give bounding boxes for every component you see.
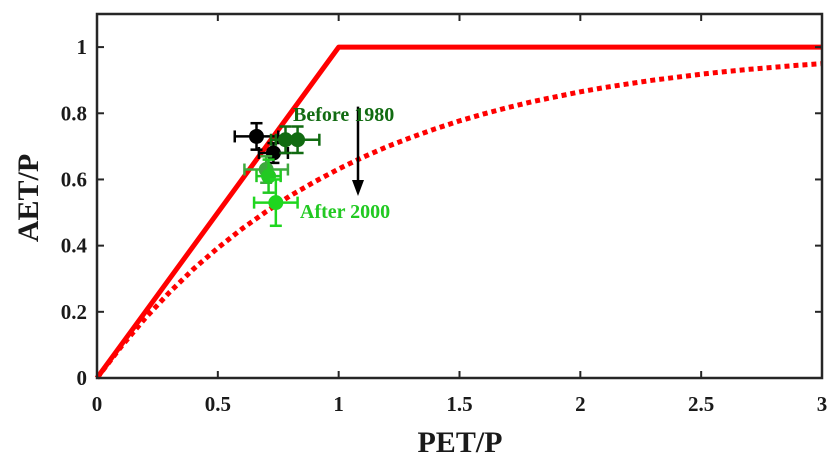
point-marker bbox=[249, 128, 264, 144]
point-marker bbox=[268, 195, 284, 211]
dotted-curve-line bbox=[95, 61, 823, 380]
x-tick-label: 1 bbox=[333, 392, 344, 416]
trend-arrow bbox=[352, 106, 364, 196]
data-point bbox=[274, 125, 321, 155]
y-tick-label: 0.2 bbox=[61, 300, 87, 324]
x-tick-label: 2.5 bbox=[688, 392, 714, 416]
point-marker bbox=[290, 132, 306, 148]
plot-frame bbox=[95, 12, 824, 380]
data-point bbox=[252, 178, 299, 228]
x-tick-label: 2 bbox=[575, 392, 586, 416]
y-axis-label: AET/P bbox=[12, 154, 45, 242]
y-tick-label: 0.4 bbox=[61, 234, 88, 258]
data-point bbox=[233, 121, 280, 151]
curves-layer bbox=[94, 44, 823, 380]
x-tick-label: 3 bbox=[817, 392, 828, 416]
points-layer bbox=[233, 121, 321, 228]
y-tick-label: 1 bbox=[77, 35, 88, 59]
annotation-after-2000: After 2000 bbox=[300, 201, 390, 223]
y-tick-label: 0 bbox=[77, 366, 88, 390]
solid-curve-line bbox=[94, 44, 822, 380]
arrow-head bbox=[352, 180, 364, 196]
x-axis-label: PET/P bbox=[417, 426, 502, 457]
ticks-layer: 0 0.5 1 1.5 2 2.5 3 0 0.2 0.4 0.6 0.8 1 bbox=[61, 14, 828, 416]
annotation-before-1980: Before 1980 bbox=[293, 104, 394, 126]
point-marker bbox=[261, 168, 277, 184]
x-tick-label: 0 bbox=[92, 392, 103, 416]
y-tick-label: 0.6 bbox=[61, 167, 87, 191]
x-tick-label: 0.5 bbox=[205, 392, 231, 416]
x-tick-label: 1.5 bbox=[446, 392, 472, 416]
point-marker bbox=[265, 145, 281, 161]
y-tick-label: 0.8 bbox=[61, 101, 87, 125]
